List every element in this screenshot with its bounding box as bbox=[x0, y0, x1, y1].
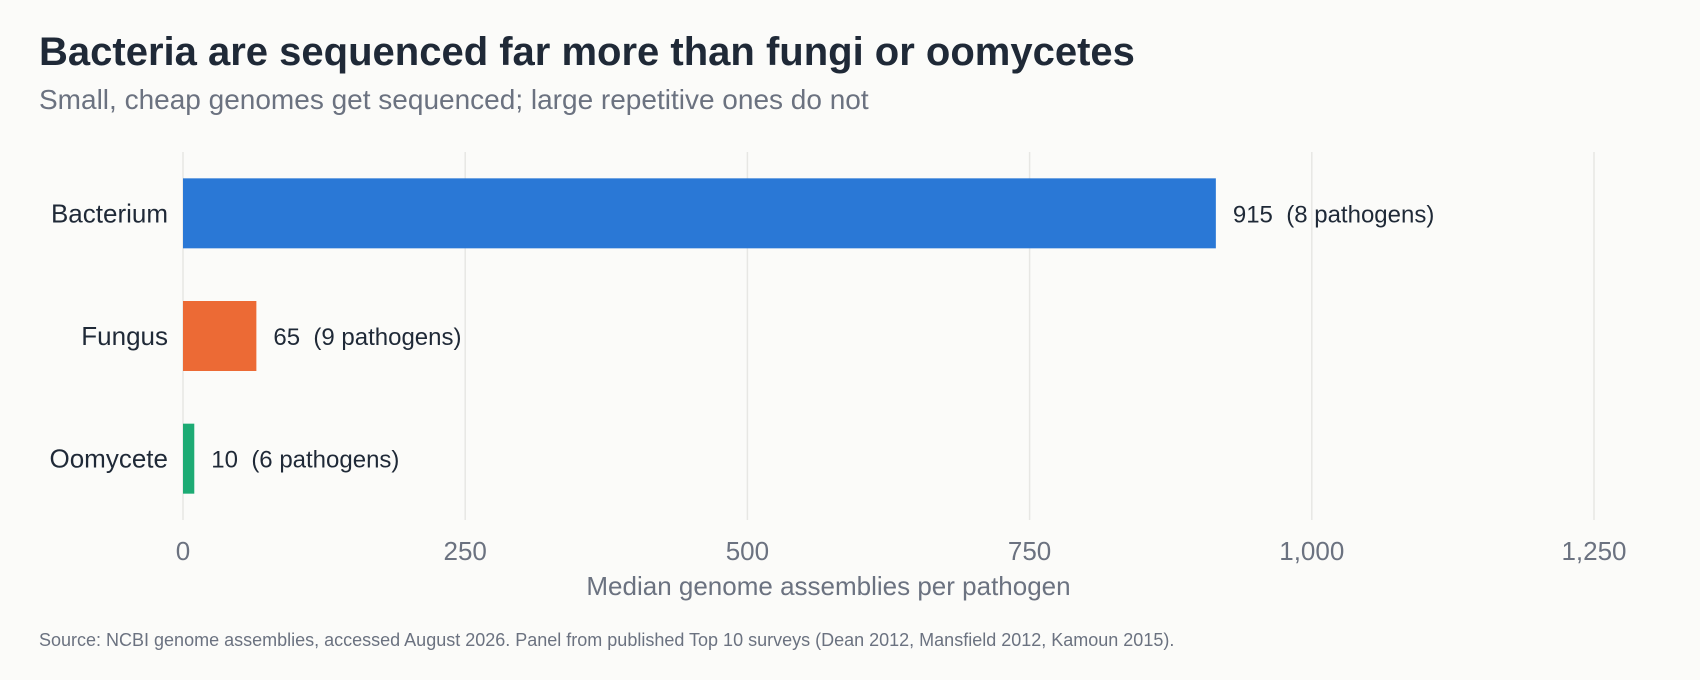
bar-bacterium bbox=[183, 178, 1216, 249]
bar-fungus bbox=[183, 301, 257, 371]
category-label: Fungus bbox=[81, 321, 168, 351]
chart-title: Bacteria are sequenced far more than fun… bbox=[39, 30, 1135, 74]
x-tick-label: 1,250 bbox=[1561, 536, 1626, 566]
value-label: 65 (9 pathogens) bbox=[273, 324, 461, 351]
x-axis-title: Median genome assemblies per pathogen bbox=[586, 571, 1070, 601]
x-tick-label: 250 bbox=[444, 536, 487, 566]
bar-oomycete bbox=[183, 423, 195, 494]
bars bbox=[183, 178, 1216, 494]
value-label: 10 (6 pathogens) bbox=[211, 447, 399, 474]
x-tick-label: 1,000 bbox=[1279, 536, 1344, 566]
category-label: Bacterium bbox=[51, 198, 168, 228]
chart-subtitle: Small, cheap genomes get sequenced; larg… bbox=[39, 84, 869, 115]
category-label: Oomycete bbox=[50, 444, 169, 474]
x-tick-label: 500 bbox=[726, 536, 769, 566]
x-tick-label: 0 bbox=[176, 536, 190, 566]
labels: 0 250 500 750 1,000 1,250 Bacterium 915 (8 path… bbox=[50, 198, 1627, 566]
value-label: 915 (8 pathogens) bbox=[1233, 201, 1434, 228]
x-tick-label: 750 bbox=[1008, 536, 1051, 566]
source-note: Source: NCBI genome assemblies, accessed… bbox=[39, 630, 1175, 650]
